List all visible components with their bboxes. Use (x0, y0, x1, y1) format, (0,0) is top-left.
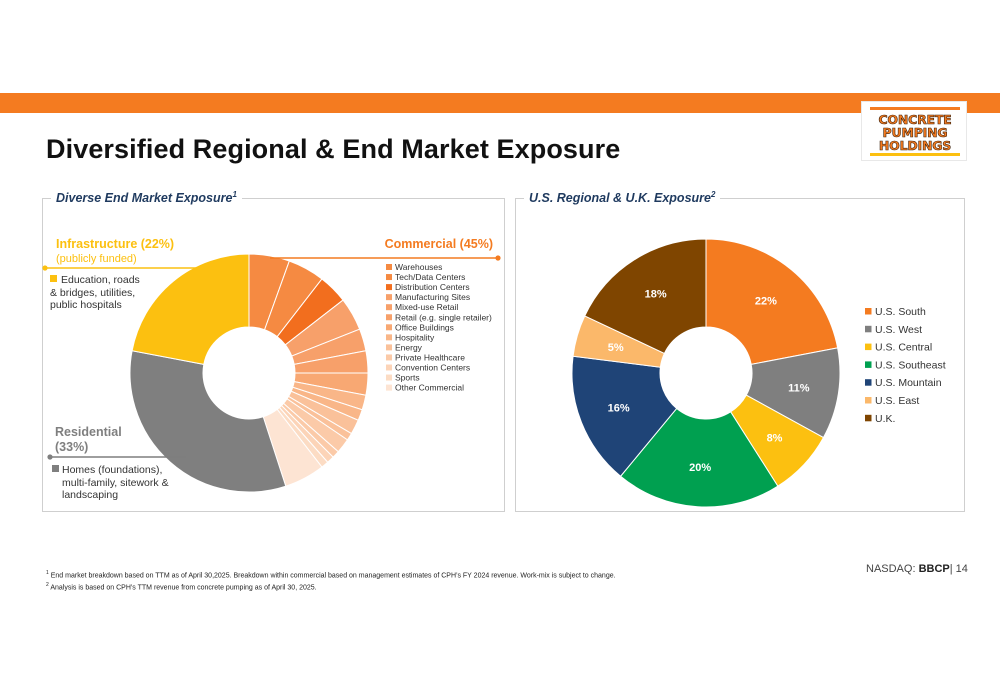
region-data-label: 11% (788, 383, 810, 395)
footnote-1: 1 End market breakdown based on TTM as o… (46, 570, 616, 580)
residential-desc-marker (52, 465, 59, 472)
regional-panel-title: U.S. Regional & U.K. Exposure2 (524, 190, 721, 206)
commercial-callout-dot (495, 255, 501, 261)
residential-callout-dot (47, 454, 53, 460)
infrastructure-desc-line-1: Education, roads (61, 274, 140, 286)
commercial-legend-label: Distribution Centers (395, 282, 470, 292)
region-legend-label: U.S. East (875, 395, 919, 407)
ticker-prefix: NASDAQ: (866, 563, 916, 575)
top-accent-bar (0, 93, 1000, 113)
residential-desc-line-2: multi-family, sitework & (62, 477, 169, 489)
regional-donut: 22% 11% 8% 20% 16% 5% 18% (571, 238, 841, 508)
commercial-legend-label: Convention Centers (395, 363, 470, 373)
ticker-symbol: BBCP (918, 563, 950, 575)
region-legend-swatch (865, 325, 872, 333)
region-data-label: 18% (645, 289, 667, 301)
region-slice (584, 238, 707, 355)
commercial-legend-label: Office Buildings (395, 322, 454, 332)
region-slice (705, 238, 839, 365)
region-legend-label: U.S. Central (875, 342, 932, 354)
region-legend-label: U.K. (875, 413, 895, 425)
commercial-legend-label: Manufacturing Sites (395, 292, 470, 302)
logo-stripe-top (870, 107, 960, 110)
commercial-legend-swatch (386, 374, 392, 381)
residential-callout-label-line-1: Residential (55, 425, 122, 439)
region-data-label: 16% (608, 403, 630, 415)
logo-line-2: PUMPING (882, 125, 948, 140)
logo-line-3: HOLDINGS (878, 138, 952, 153)
infrastructure-callout-sub: (publicly funded) (56, 253, 137, 265)
commercial-legend-swatch (386, 364, 392, 371)
commercial-legend-swatch (386, 324, 392, 331)
end-market-panel-title: Diverse End Market Exposure1 (51, 190, 242, 206)
page-title: Diversified Regional & End Market Exposu… (46, 134, 621, 164)
infrastructure-callout-label: Infrastructure (22%) (56, 237, 174, 251)
residential-desc-line-3: landscaping (62, 489, 118, 501)
region-data-label: 22% (755, 296, 777, 308)
region-data-label: 20% (689, 462, 711, 474)
region-legend-label: U.S. West (875, 324, 922, 336)
infrastructure-callout-dot (42, 265, 48, 271)
footnote-2: 2 Analysis is based on CPH’s TTM revenue… (46, 581, 317, 592)
region-data-label: 8% (767, 432, 783, 444)
infrastructure-desc-line-3: public hospitals (50, 299, 122, 311)
commercial-legend-label: Hospitality (395, 332, 435, 342)
region-slice (571, 355, 678, 477)
region-legend-swatch (865, 414, 872, 422)
commercial-legend-swatch (386, 354, 392, 361)
commercial-legend-swatch (386, 294, 392, 301)
commercial-legend-label: Warehouses (395, 262, 442, 272)
residential-desc-line-1: Homes (foundations), (62, 464, 162, 476)
region-legend-swatch (865, 397, 872, 404)
infrastructure-desc-marker (50, 275, 57, 282)
commercial-legend-swatch (386, 304, 392, 311)
commercial-legend-swatch (386, 284, 392, 291)
region-legend-swatch (865, 379, 872, 386)
company-logo: CONCRETE PUMPING HOLDINGS (861, 101, 967, 161)
region-legend-label: U.S. South (875, 306, 926, 318)
commercial-legend-label: Private Healthcare (395, 352, 465, 362)
region-slice (619, 407, 779, 508)
logo-stripe-bottom (870, 153, 960, 156)
commercial-legend-label: Tech/Data Centers (395, 272, 465, 282)
ticker-page-number: NASDAQ: BBCP| 14 (866, 563, 968, 575)
commercial-legend-label: Mixed-use Retail (395, 302, 458, 312)
region-legend-swatch (865, 308, 872, 315)
commercial-legend-label: Sports (395, 373, 420, 383)
commercial-legend-swatch (386, 264, 392, 270)
residential-callout-label-line-2: (33%) (55, 440, 88, 454)
commercial-callout-label: Commercial (45%) (385, 237, 493, 251)
regional-legend: U.S. South U.S. West U.S. Central U.S. Sout… (865, 306, 946, 425)
page-number: | 14 (949, 563, 968, 575)
commercial-legend-swatch (386, 384, 392, 391)
logo-line-1: CONCRETE (878, 112, 952, 127)
infrastructure-slice (131, 253, 250, 365)
region-legend-swatch (865, 343, 872, 351)
region-legend-label: U.S. Mountain (875, 377, 942, 389)
commercial-legend-swatch (386, 274, 392, 281)
footnotes: 1 End market breakdown based on TTM as o… (46, 569, 616, 593)
end-market-panel (42, 198, 505, 512)
commercial-legend-label: Energy (395, 342, 423, 352)
commercial-legend-swatch (386, 334, 392, 341)
region-legend-swatch (865, 361, 872, 368)
region-data-label: 5% (608, 342, 624, 354)
commercial-legend-swatch (386, 314, 392, 321)
commercial-legend-label: Other Commercial (395, 383, 464, 393)
region-legend-label: U.S. Southeast (875, 359, 946, 371)
commercial-legend-label: Retail (e.g. single retailer) (395, 312, 492, 322)
infrastructure-desc-line-2: & bridges, utilities, (50, 287, 135, 299)
commercial-legend-swatch (386, 344, 392, 351)
